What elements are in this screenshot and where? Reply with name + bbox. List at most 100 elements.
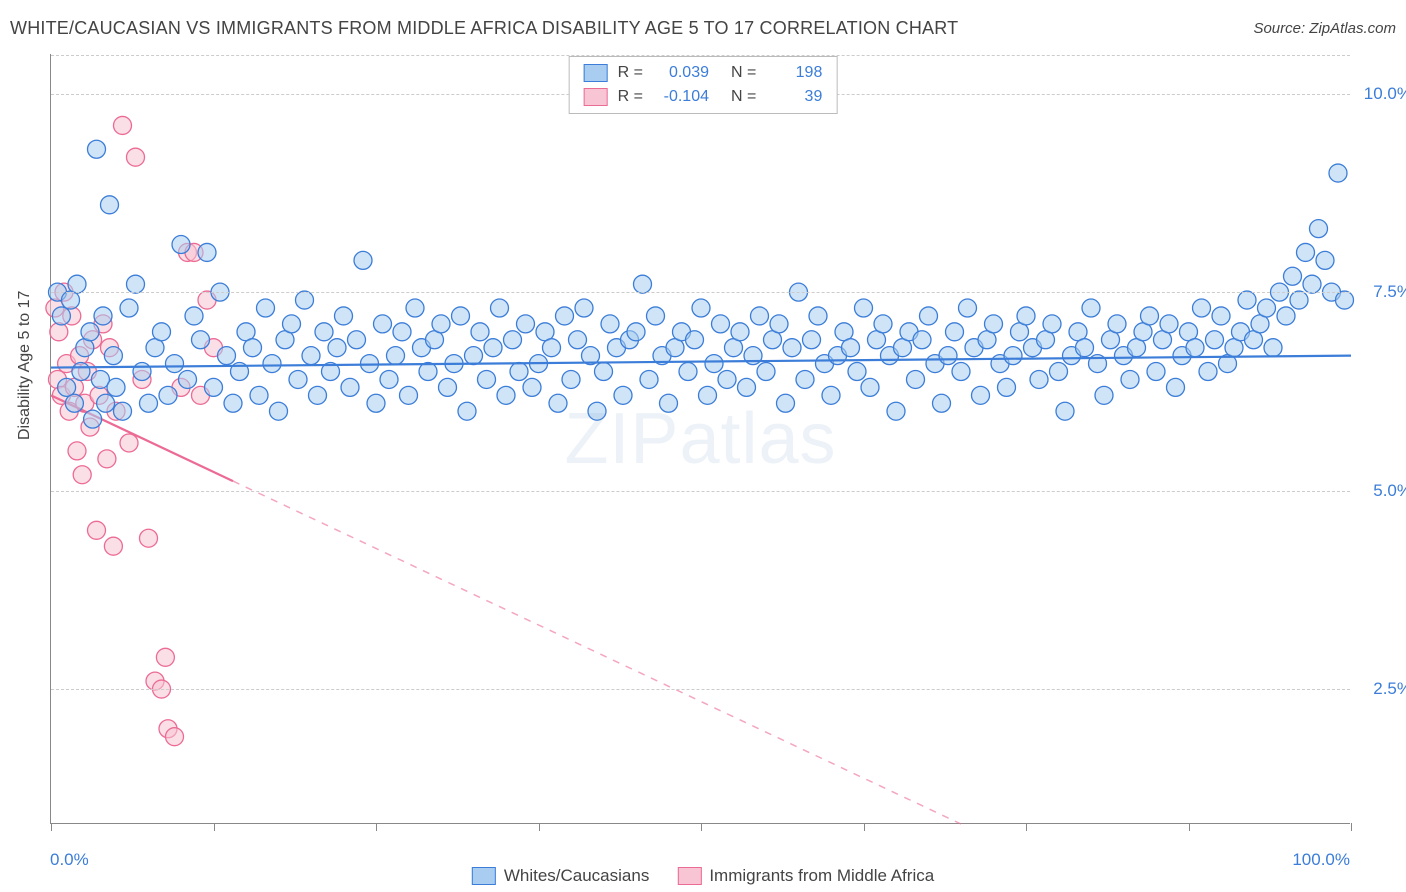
scatter-point <box>88 140 106 158</box>
x-max-label: 100.0% <box>1292 850 1350 870</box>
scatter-point <box>98 450 116 468</box>
scatter-point <box>478 370 496 388</box>
scatter-point <box>68 442 86 460</box>
legend-stats: R = 0.039 N = 198 R = -0.104 N = 39 <box>569 56 838 114</box>
r-label: R = <box>618 85 643 109</box>
scatter-point <box>72 363 90 381</box>
scatter-point <box>952 363 970 381</box>
plot-area: ZIPatlas 2.5%5.0%7.5%10.0% <box>50 54 1350 824</box>
scatter-point <box>523 378 541 396</box>
scatter-point <box>803 331 821 349</box>
scatter-point <box>289 370 307 388</box>
scatter-point <box>1297 243 1315 261</box>
scatter-point <box>627 323 645 341</box>
scatter-point <box>107 378 125 396</box>
scatter-point <box>1284 267 1302 285</box>
scatter-point <box>348 331 366 349</box>
scatter-point <box>1030 370 1048 388</box>
scatter-point <box>1141 307 1159 325</box>
scatter-point <box>1212 307 1230 325</box>
scatter-point <box>907 370 925 388</box>
scatter-point <box>88 521 106 539</box>
scatter-point <box>699 386 717 404</box>
scatter-point <box>58 378 76 396</box>
scatter-point <box>517 315 535 333</box>
scatter-point <box>380 370 398 388</box>
gridline <box>51 491 1350 492</box>
scatter-point <box>270 402 288 420</box>
scatter-point <box>549 394 567 412</box>
legend-swatch-pink <box>584 88 608 106</box>
scatter-point <box>920 307 938 325</box>
scatter-point <box>1329 164 1347 182</box>
scatter-point <box>172 236 190 254</box>
scatter-point <box>796 370 814 388</box>
x-tick <box>214 823 215 831</box>
scatter-point <box>1017 307 1035 325</box>
legend-series: Whites/Caucasians Immigrants from Middle… <box>472 866 934 886</box>
scatter-point <box>341 378 359 396</box>
scatter-point <box>1160 315 1178 333</box>
scatter-point <box>601 315 619 333</box>
scatter-point <box>1206 331 1224 349</box>
y-tick-label: 5.0% <box>1373 481 1406 501</box>
scatter-point <box>1004 347 1022 365</box>
scatter-point <box>315 323 333 341</box>
scatter-point <box>465 347 483 365</box>
x-tick <box>1351 823 1352 831</box>
x-tick <box>864 823 865 831</box>
source-attribution: Source: ZipAtlas.com <box>1253 20 1396 37</box>
scatter-point <box>400 386 418 404</box>
scatter-point <box>159 386 177 404</box>
scatter-point <box>497 386 515 404</box>
scatter-point <box>1277 307 1295 325</box>
scatter-point <box>283 315 301 333</box>
scatter-point <box>166 728 184 746</box>
scatter-point <box>842 339 860 357</box>
scatter-point <box>205 378 223 396</box>
y-tick-label: 10.0% <box>1364 84 1406 104</box>
header-bar: WHITE/CAUCASIAN VS IMMIGRANTS FROM MIDDL… <box>10 18 1396 39</box>
chart-title: WHITE/CAUCASIAN VS IMMIGRANTS FROM MIDDL… <box>10 18 958 39</box>
scatter-point <box>224 394 242 412</box>
scatter-point <box>257 299 275 317</box>
legend-swatch-blue <box>584 64 608 82</box>
scatter-point <box>393 323 411 341</box>
scatter-point <box>1336 291 1354 309</box>
scatter-point <box>68 275 86 293</box>
scatter-point <box>731 323 749 341</box>
y-tick-label: 7.5% <box>1373 282 1406 302</box>
scatter-point <box>1108 315 1126 333</box>
n-value-pink: 39 <box>766 85 822 109</box>
legend-swatch-pink <box>677 867 701 885</box>
scatter-point <box>101 196 119 214</box>
scatter-point <box>1310 220 1328 238</box>
scatter-point <box>692 299 710 317</box>
scatter-point <box>718 370 736 388</box>
scatter-point <box>387 347 405 365</box>
legend-stats-row-blue: R = 0.039 N = 198 <box>584 61 823 85</box>
scatter-point <box>328 339 346 357</box>
scatter-point <box>296 291 314 309</box>
scatter-point <box>335 307 353 325</box>
scatter-point <box>1121 370 1139 388</box>
scatter-point <box>1264 339 1282 357</box>
scatter-point <box>712 315 730 333</box>
scatter-point <box>1043 315 1061 333</box>
legend-label-pink: Immigrants from Middle Africa <box>709 866 934 886</box>
y-axis-title: Disability Age 5 to 17 <box>16 291 34 440</box>
scatter-point <box>65 394 83 412</box>
scatter-point <box>471 323 489 341</box>
scatter-point <box>432 315 450 333</box>
scatter-point <box>783 339 801 357</box>
y-tick-label: 2.5% <box>1373 679 1406 699</box>
scatter-point <box>1186 339 1204 357</box>
n-value-blue: 198 <box>766 61 822 85</box>
scatter-point <box>406 299 424 317</box>
scatter-point <box>94 307 112 325</box>
scatter-point <box>73 466 91 484</box>
x-tick <box>51 823 52 831</box>
scatter-point <box>686 331 704 349</box>
gridline <box>51 292 1350 293</box>
scatter-point <box>104 347 122 365</box>
